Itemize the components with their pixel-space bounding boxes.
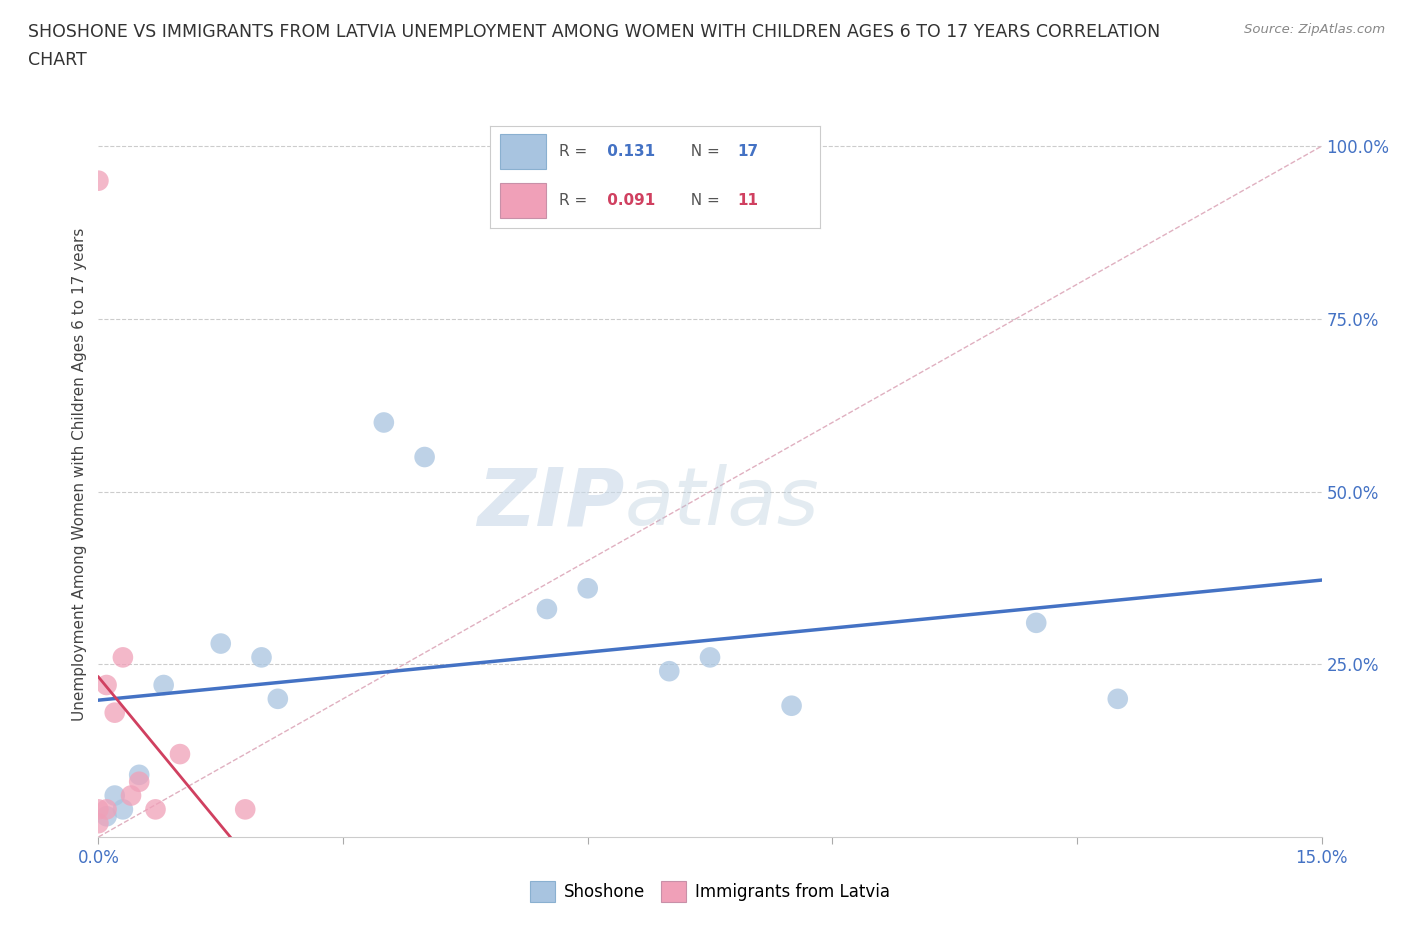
Point <box>111 802 134 817</box>
Point <box>233 802 256 817</box>
Point <box>111 650 134 665</box>
Point <box>780 698 803 713</box>
Point <box>128 767 150 782</box>
Point <box>536 602 558 617</box>
Text: ZIP: ZIP <box>477 464 624 542</box>
Point <box>658 664 681 679</box>
Point <box>209 636 232 651</box>
Point <box>87 802 110 817</box>
Point <box>104 788 127 803</box>
Text: atlas: atlas <box>624 464 820 542</box>
Point <box>699 650 721 665</box>
Text: SHOSHONE VS IMMIGRANTS FROM LATVIA UNEMPLOYMENT AMONG WOMEN WITH CHILDREN AGES 6: SHOSHONE VS IMMIGRANTS FROM LATVIA UNEMP… <box>28 23 1160 41</box>
Point <box>373 415 395 430</box>
Point <box>250 650 273 665</box>
Point <box>169 747 191 762</box>
Point <box>87 816 110 830</box>
Point <box>152 678 174 693</box>
Text: CHART: CHART <box>28 51 87 69</box>
Point <box>96 678 118 693</box>
Text: Source: ZipAtlas.com: Source: ZipAtlas.com <box>1244 23 1385 36</box>
Point <box>1025 616 1047 631</box>
Point <box>1107 691 1129 706</box>
Point <box>267 691 290 706</box>
Point <box>145 802 167 817</box>
Point <box>87 173 110 188</box>
Point <box>96 809 118 824</box>
Legend: Shoshone, Immigrants from Latvia: Shoshone, Immigrants from Latvia <box>523 875 897 909</box>
Point <box>120 788 142 803</box>
Y-axis label: Unemployment Among Women with Children Ages 6 to 17 years: Unemployment Among Women with Children A… <box>72 228 87 721</box>
Point <box>104 705 127 720</box>
Point <box>413 449 436 464</box>
Point <box>576 581 599 596</box>
Point <box>128 775 150 790</box>
Point <box>96 802 118 817</box>
